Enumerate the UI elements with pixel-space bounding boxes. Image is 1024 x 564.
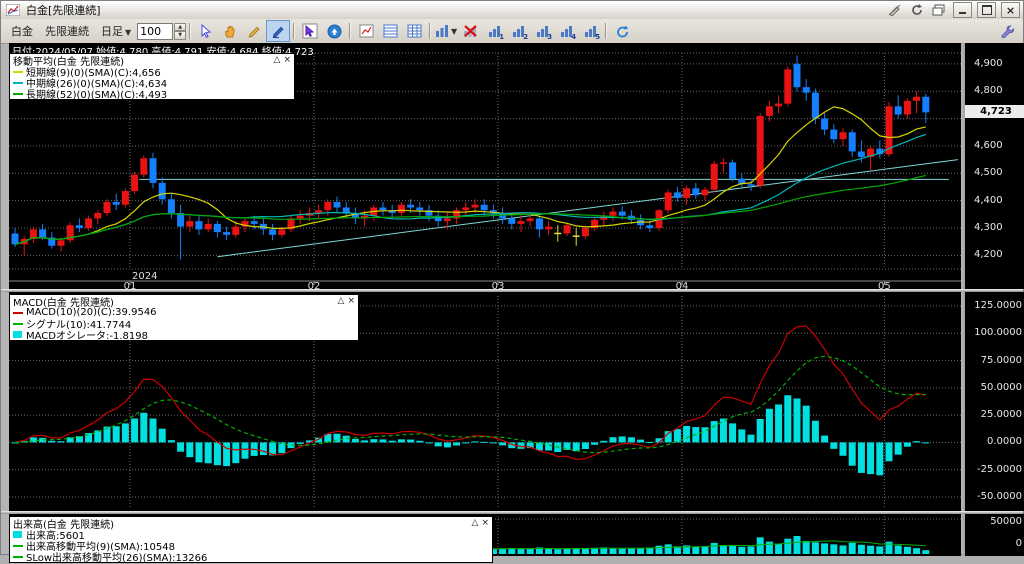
volume-ma-chip	[13, 545, 23, 547]
bar-count-spinner[interactable]: ▲▼	[137, 23, 186, 40]
volume-chip	[13, 531, 22, 538]
ma-long-chip	[13, 93, 23, 95]
window-title: 白金[先限連続]	[26, 2, 101, 18]
svg-text:02: 02	[308, 281, 321, 289]
draw-pencil-button[interactable]	[242, 20, 266, 42]
svg-text:01: 01	[124, 281, 137, 289]
window-titlebar: 白金[先限連続] ×	[1, 1, 1023, 20]
price-axis-label: 4,600	[965, 140, 1024, 151]
contract-button[interactable]: 先限連続	[39, 23, 95, 39]
legend-collapse-button[interactable]: △	[274, 55, 281, 65]
price-axis-label: 4,500	[965, 167, 1024, 178]
maximize-button[interactable]	[977, 2, 996, 18]
macd-axis-label: -25.0000	[965, 464, 1024, 475]
svg-text:03: 03	[492, 281, 505, 289]
current-price-badge: 4,723	[965, 105, 1024, 118]
macd-axis-label: 75.0000	[965, 355, 1024, 366]
chart-frame-button[interactable]	[354, 20, 378, 42]
legend-collapse-button[interactable]: △	[338, 296, 345, 306]
refresh-button[interactable]	[610, 20, 634, 42]
main-toolbar: 白金 先限連続 日足▼ ▲▼	[1, 19, 1023, 44]
bar-count-input[interactable]	[137, 23, 173, 40]
macd-axis-label: 25.0000	[965, 409, 1024, 420]
jump-latest-button[interactable]	[322, 20, 346, 42]
chevron-down-icon: ▼	[451, 27, 457, 36]
price-axis-label: 4,400	[965, 195, 1024, 206]
price-axis-label: 4,800	[965, 85, 1024, 96]
macd-axis-label: 100.0000	[965, 327, 1024, 338]
ma-short-chip	[13, 71, 23, 73]
chart-window-icon	[4, 3, 22, 17]
price-axis-label: 4,200	[965, 249, 1024, 260]
macd-osc-chip	[13, 331, 22, 338]
cascade-windows-icon[interactable]	[930, 3, 948, 17]
macd-axis-label: -50.0000	[965, 491, 1024, 502]
price-axis-label: 4,300	[965, 222, 1024, 233]
macd-legend-box: MACD(白金 先限連続) △ × MACD(10)(20)(C):39.954…	[9, 294, 359, 341]
crosshair-select-button[interactable]	[298, 20, 322, 42]
pan-hand-button[interactable]	[218, 20, 242, 42]
panel-3-button[interactable]: 3	[530, 20, 554, 42]
ma-legend-box: 移動平均(白金 先限連続) △ × 短期線(9)(0)(SMA)(C):4,65…	[9, 53, 295, 100]
instrument-button[interactable]: 白金	[5, 23, 39, 39]
volume-slow-ma-chip	[13, 556, 23, 558]
panel-5-button[interactable]: 5	[578, 20, 602, 42]
remove-indicator-button[interactable]	[458, 20, 482, 42]
signal-line-chip	[13, 323, 23, 325]
macd-axis-label: 50.0000	[965, 382, 1024, 393]
ma-long-label: 長期線(52)(0)(SMA)(C):4,493	[26, 86, 167, 101]
volume-legend-box: 出来高(白金 先限連続) △ × 出来高:5601 出来高移動平均(9)(SMA…	[9, 516, 493, 563]
select-cursor-button[interactable]	[194, 20, 218, 42]
panel-separator	[1, 511, 1023, 514]
panel-4-button[interactable]: 4	[554, 20, 578, 42]
price-chart-panel[interactable]: 日付:2024/05/07 始値:4,780 高値:4,791 安値:4,684…	[9, 43, 961, 289]
restore-layout-icon[interactable]	[908, 3, 926, 17]
close-button[interactable]: ×	[1001, 2, 1020, 18]
spinner-arrows[interactable]: ▲▼	[174, 23, 186, 40]
histogram-menu-button[interactable]: ▼	[434, 20, 458, 42]
svg-text:04: 04	[676, 281, 689, 289]
svg-text:2024: 2024	[132, 271, 157, 282]
macd-line-chip	[13, 312, 23, 314]
macd-panel[interactable]: MACD(白金 先限連続) △ × MACD(10)(20)(C):39.954…	[9, 292, 961, 511]
timeframe-button[interactable]: 日足▼	[95, 23, 137, 39]
panel-2-button[interactable]: 2	[506, 20, 530, 42]
draw-brush-button[interactable]	[266, 20, 290, 42]
settings-wrench-icon[interactable]	[995, 20, 1019, 42]
legend-close-button[interactable]: ×	[283, 55, 291, 65]
minimize-button[interactable]	[953, 2, 972, 18]
volume-axis-label: 50000	[965, 516, 1024, 527]
macd-axis-label: 0.0000	[965, 436, 1024, 447]
quote-table-button[interactable]	[378, 20, 402, 42]
legend-close-button[interactable]: ×	[347, 296, 355, 306]
legend-close-button[interactable]: ×	[481, 518, 489, 528]
macd-osc-label: MACDオシレータ:-1.8198	[26, 327, 148, 342]
volume-axis-label: 0	[965, 538, 1024, 549]
annotation-pencil-icon[interactable]	[886, 3, 904, 17]
price-axis-label: 4,900	[965, 58, 1024, 69]
chevron-down-icon: ▼	[125, 28, 131, 37]
panel-separator	[1, 289, 1023, 292]
volume-axis[interactable]: 50000 0	[963, 514, 1024, 556]
price-axis[interactable]: 4,723 4,900 4,800 4,600 4,500 4,400 4,300 4,20…	[963, 43, 1024, 289]
ohlc-info-bar: 日付:2024/05/07 始値:4,780 高値:4,791 安値:4,684…	[12, 43, 314, 53]
macd-axis[interactable]: 125.0000 100.0000 75.0000 50.0000 25.0000 0.0…	[963, 292, 1024, 511]
volume-slow-ma-label: SLow出来高移動平均(26)(SMA):13266	[26, 549, 207, 564]
legend-collapse-button[interactable]: △	[472, 518, 479, 528]
dense-grid-button[interactable]	[402, 20, 426, 42]
volume-panel[interactable]: 出来高(白金 先限連続) △ × 出来高:5601 出来高移動平均(9)(SMA…	[9, 514, 961, 556]
macd-axis-label: 125.0000	[965, 300, 1024, 311]
panel-1-button[interactable]: 1	[482, 20, 506, 42]
svg-text:05: 05	[878, 281, 891, 289]
ma-mid-chip	[13, 82, 23, 84]
